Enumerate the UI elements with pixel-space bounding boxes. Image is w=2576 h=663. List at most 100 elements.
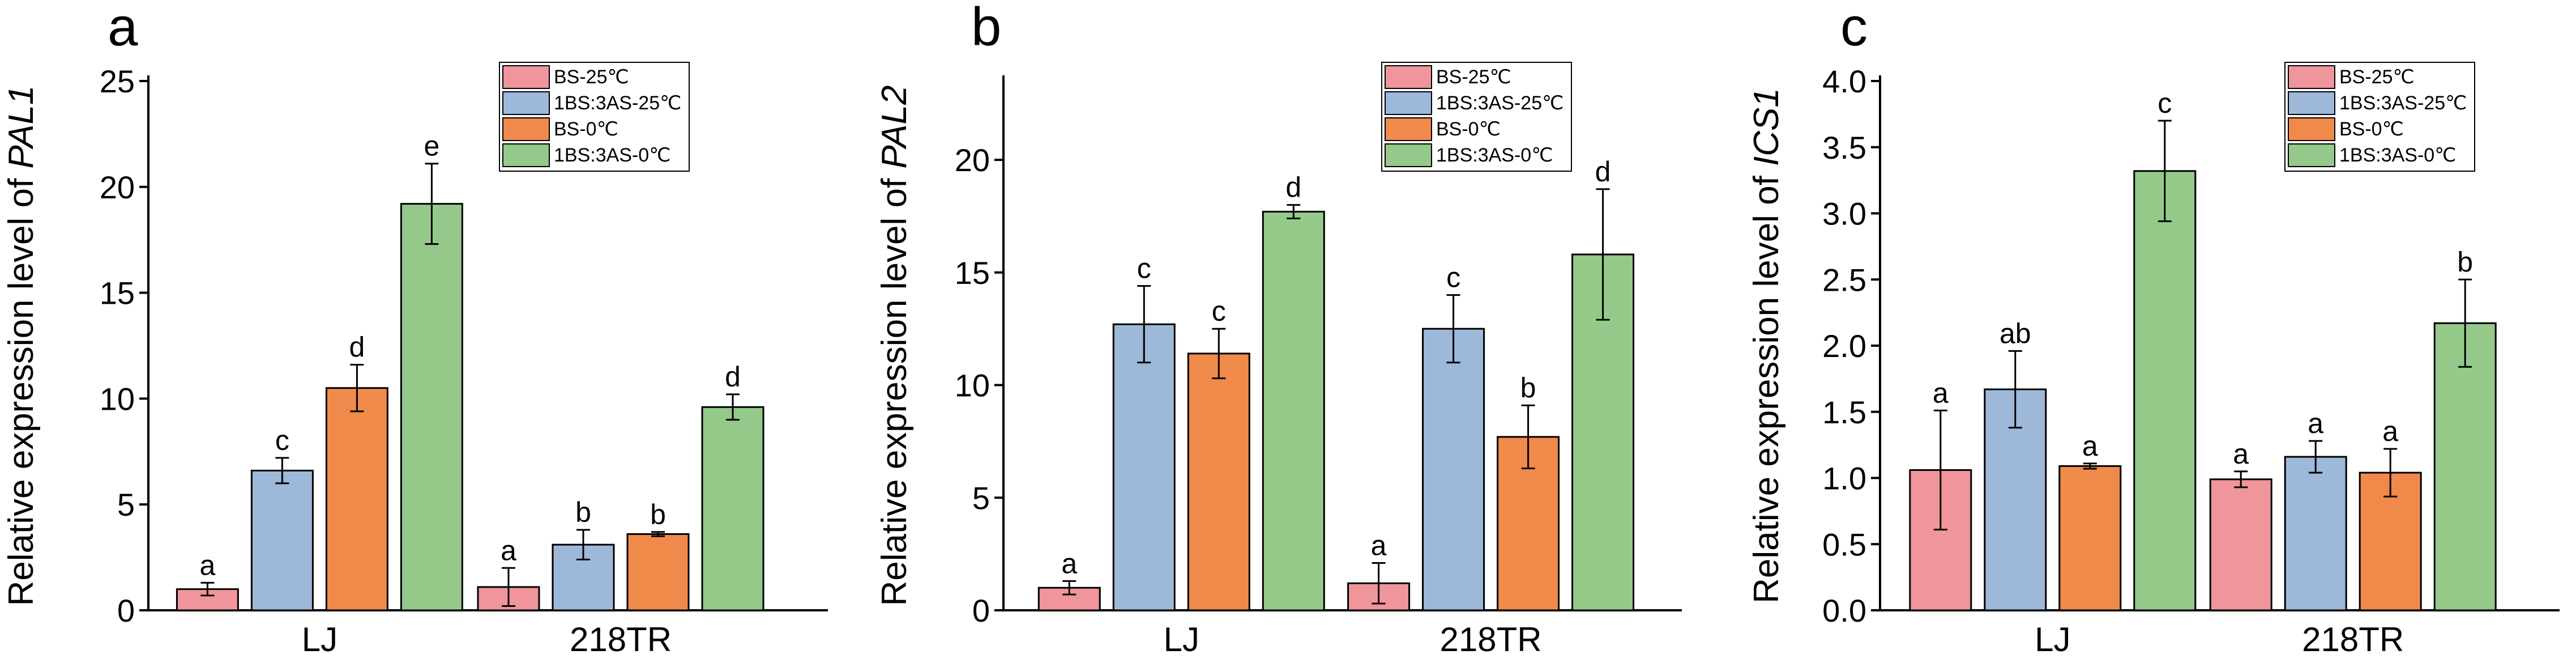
y-axis-gene-name: ICS1 bbox=[1747, 88, 1786, 166]
significance-label: ab bbox=[2000, 317, 2031, 349]
significance-label: a bbox=[2082, 430, 2098, 462]
significance-label: a bbox=[2382, 415, 2398, 447]
bar bbox=[325, 387, 388, 611]
significance-label: b bbox=[650, 499, 666, 530]
significance-label: e bbox=[424, 130, 439, 162]
y-tick-label: 20 bbox=[955, 142, 990, 178]
bar bbox=[2284, 456, 2347, 611]
x-category-label: 218TR bbox=[570, 620, 672, 658]
legend-swatch bbox=[502, 117, 550, 141]
legend-label: BS-25℃ bbox=[2339, 66, 2415, 88]
bar bbox=[250, 469, 314, 611]
y-axis-title: Relative expression level of PAL1 bbox=[2, 85, 41, 606]
bar bbox=[2209, 478, 2272, 611]
y-tick-label: 3.5 bbox=[1822, 130, 1866, 165]
bar bbox=[701, 406, 764, 611]
y-axis-title: Relative expression level of PAL2 bbox=[875, 85, 914, 606]
y-tick-label: 15 bbox=[955, 255, 990, 291]
panel-c: c Relative expression level of ICS1 0.0 0.5… bbox=[1747, 0, 2560, 658]
x-category-label: LJ bbox=[302, 620, 338, 658]
significance-label: d bbox=[1595, 156, 1611, 188]
legend-swatch bbox=[2288, 117, 2335, 141]
y-axis-title: Relative expression level of ICS1 bbox=[1747, 88, 1786, 604]
legend-label: 1BS:3AS-25℃ bbox=[554, 92, 681, 114]
y-tick-label: 5 bbox=[972, 480, 990, 516]
y-tick-label: 4.0 bbox=[1822, 63, 1866, 99]
significance-label: b bbox=[1520, 372, 1536, 403]
significance-label: c bbox=[2158, 87, 2172, 119]
bar bbox=[2133, 170, 2197, 611]
legend-swatch bbox=[2288, 65, 2335, 89]
legend-swatch bbox=[502, 65, 550, 89]
significance-label: b bbox=[2457, 246, 2473, 278]
significance-label: a bbox=[2233, 438, 2249, 470]
significance-label: b bbox=[575, 496, 591, 528]
legend-label: 1BS:3AS-0℃ bbox=[2339, 144, 2456, 166]
y-tick-label: 25 bbox=[100, 63, 135, 99]
y-tick-label: 0.0 bbox=[1822, 593, 1866, 628]
significance-label: d bbox=[1285, 172, 1301, 203]
legend-swatch bbox=[502, 91, 550, 115]
legend: BS-25℃ 1BS:3AS-25℃ BS-0℃ 1BS:3AS-0℃ bbox=[499, 62, 690, 172]
legend-label: 1BS:3AS-25℃ bbox=[2339, 92, 2467, 114]
legend-swatch bbox=[2288, 143, 2335, 167]
y-axis-title-text: Relative expression level of bbox=[1747, 166, 1786, 604]
legend-swatch bbox=[1385, 117, 1432, 141]
y-tick-label: 0.5 bbox=[1822, 526, 1866, 562]
x-category-label: LJ bbox=[1164, 620, 1199, 658]
panel-b: b Relative expression level of PAL2 0 5 10 15… bbox=[875, 0, 1682, 658]
y-axis-title-text: Relative expression level of bbox=[875, 169, 914, 606]
bar bbox=[1422, 328, 1485, 611]
legend: BS-25℃ 1BS:3AS-25℃ BS-0℃ 1BS:3AS-0℃ bbox=[2284, 62, 2475, 172]
y-tick-label: 3.0 bbox=[1822, 196, 1866, 232]
y-tick-label: 2.5 bbox=[1822, 262, 1866, 298]
y-tick-label: 20 bbox=[100, 169, 135, 205]
legend-label: 1BS:3AS-0℃ bbox=[1436, 144, 1553, 166]
legend-swatch bbox=[502, 143, 550, 167]
significance-label: c bbox=[1446, 262, 1460, 294]
legend-label: 1BS:3AS-0℃ bbox=[554, 144, 670, 166]
bar bbox=[2433, 322, 2497, 611]
y-tick-label: 5 bbox=[117, 487, 135, 522]
significance-label: c bbox=[1137, 253, 1151, 284]
significance-label: c bbox=[275, 424, 289, 456]
bar bbox=[2058, 465, 2122, 611]
x-category-label: 218TR bbox=[2302, 620, 2404, 658]
legend-label: BS-0℃ bbox=[2339, 118, 2404, 140]
y-axis-title-text: Relative expression level of bbox=[2, 169, 41, 606]
bar bbox=[626, 533, 690, 611]
panel-letter: a bbox=[108, 0, 138, 57]
legend-swatch bbox=[1385, 143, 1432, 167]
significance-label: a bbox=[2308, 407, 2323, 439]
y-axis-gene-name: PAL1 bbox=[2, 85, 41, 168]
significance-label: a bbox=[1933, 377, 1949, 409]
y-tick-label: 1.5 bbox=[1822, 394, 1866, 430]
y-tick-label: 15 bbox=[100, 275, 135, 311]
legend-label: BS-25℃ bbox=[1436, 66, 1511, 88]
panel-letter: b bbox=[971, 0, 1001, 57]
bar bbox=[400, 203, 463, 611]
y-tick-label: 0 bbox=[972, 593, 990, 628]
legend-label: BS-0℃ bbox=[1436, 118, 1501, 140]
legend: BS-25℃ 1BS:3AS-25℃ BS-0℃ 1BS:3AS-0℃ bbox=[1381, 62, 1572, 172]
y-tick-label: 1.0 bbox=[1822, 461, 1866, 496]
y-tick-label: 2.0 bbox=[1822, 328, 1866, 364]
legend-label: BS-25℃ bbox=[554, 66, 629, 88]
bar bbox=[1262, 211, 1325, 611]
legend-swatch bbox=[2288, 91, 2335, 115]
legend-label: BS-0℃ bbox=[554, 118, 618, 140]
significance-label: a bbox=[1371, 530, 1387, 562]
y-axis-gene-name: PAL2 bbox=[875, 85, 914, 168]
y-tick-label: 10 bbox=[100, 381, 135, 416]
y-tick-label: 10 bbox=[955, 368, 990, 403]
significance-label: a bbox=[199, 549, 215, 581]
significance-label: a bbox=[501, 534, 516, 566]
panel-a: a Relative expression level of PAL1 0 5 10 15… bbox=[2, 0, 828, 658]
significance-label: a bbox=[1061, 547, 1077, 579]
x-category-label: LJ bbox=[2035, 620, 2070, 658]
significance-label: c bbox=[1212, 295, 1226, 327]
x-category-label: 218TR bbox=[1440, 620, 1542, 658]
significance-label: d bbox=[349, 332, 365, 363]
legend-label: 1BS:3AS-25℃ bbox=[1436, 92, 1563, 114]
